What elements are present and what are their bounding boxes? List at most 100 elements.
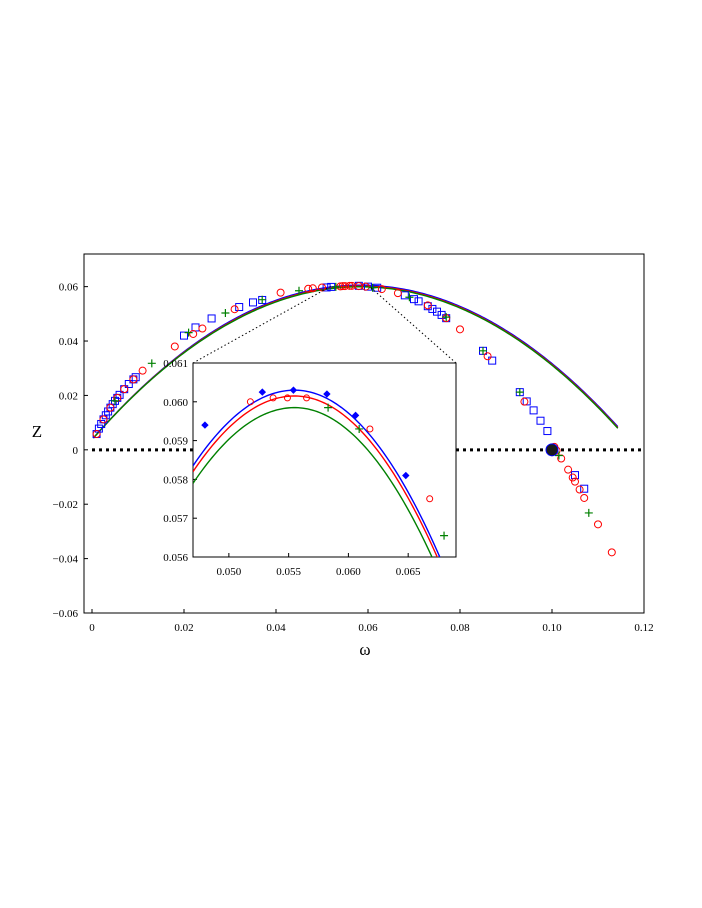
data-point-series-2	[575, 485, 584, 494]
root-point	[545, 443, 559, 457]
data-point-series-2	[92, 430, 101, 439]
inset-x-tick-label: 0.050	[216, 566, 241, 578]
data-point-series-2	[393, 289, 402, 298]
data-point-series-2	[170, 342, 179, 351]
inset-data-point-series-2	[246, 398, 254, 406]
data-point-series-3	[554, 451, 563, 460]
inset-y-tick-label: 0.059	[163, 436, 188, 448]
inset-y-tick-label: 0.056	[163, 552, 188, 564]
data-point-series-3	[111, 396, 119, 405]
data-point-series-3	[584, 508, 593, 517]
data-point-series-1	[529, 406, 538, 415]
data-point-series-2	[483, 352, 492, 361]
data-point-series-1	[488, 356, 497, 365]
data-point-series-2	[106, 403, 115, 412]
data-point-series-2	[276, 288, 285, 297]
data-point-series-3	[295, 286, 303, 295]
data-point-series-2	[377, 285, 386, 294]
x-tick-label: 0.10	[542, 622, 562, 634]
inset-data-point-series-2	[303, 394, 311, 402]
inset-x-tick-label: 0.060	[336, 566, 361, 578]
data-point-series-2	[580, 493, 589, 502]
data-point-series-2	[568, 473, 577, 482]
inset-data-point-series-2	[426, 495, 434, 503]
zoom-line-right	[369, 286, 457, 364]
x-tick-label: 0.02	[174, 622, 193, 634]
data-point-series-1	[543, 427, 552, 436]
data-point-series-3	[221, 309, 230, 318]
x-axis-label: ω	[359, 640, 370, 659]
x-tick-label: 0.08	[450, 622, 470, 634]
data-point-series-1	[94, 424, 103, 433]
y-tick-label: −0.04	[53, 554, 79, 566]
data-point-series-1	[414, 297, 423, 306]
data-point-series-2	[520, 397, 529, 406]
x-tick-label: 0.06	[358, 622, 378, 634]
inset-data-point-series-3	[355, 424, 364, 433]
y-tick-label: 0.04	[59, 336, 79, 348]
inset-data-point-series-3	[324, 403, 333, 412]
data-point-series-1	[207, 314, 216, 323]
data-point-series-2	[361, 282, 370, 291]
data-point-series-2	[571, 477, 579, 486]
data-point-series-2	[120, 385, 129, 394]
data-point-series-1	[97, 419, 106, 428]
data-point-series-1	[131, 373, 140, 382]
data-point-series-2	[318, 283, 326, 292]
data-point-series-2	[99, 415, 108, 424]
data-point-series-1	[180, 331, 188, 340]
x-tick-label: 0	[89, 622, 95, 634]
y-tick-label: −0.02	[53, 499, 78, 511]
data-point-series-2	[607, 548, 616, 557]
data-point-series-3	[405, 293, 414, 302]
inset-y-tick-label: 0.058	[163, 474, 188, 486]
y-tick-label: −0.06	[53, 608, 79, 620]
data-point-series-1	[536, 416, 545, 425]
inset-data-point-series-1	[402, 471, 410, 480]
inset-data-point-series-2	[283, 394, 291, 402]
main-axes: 0 0.02 0.04 0.06 0.08 0.10 0.12 −0.06 −0.04 −0.02…	[53, 282, 654, 634]
data-point-series-2	[304, 284, 313, 293]
inset-data-point-series-1	[289, 386, 298, 394]
inset-data-point-series-3	[440, 531, 449, 540]
inset-data-point-series-1	[201, 421, 209, 429]
data-point-series-1	[364, 282, 372, 291]
zoom-connector-lines	[192, 285, 457, 364]
inset-y-tick-label: 0.060	[163, 397, 188, 409]
inset-series-line-1	[193, 389, 441, 557]
inset-data-point-series-2	[269, 394, 277, 402]
data-point-series-1	[235, 303, 244, 312]
x-tick-label: 0.12	[634, 622, 653, 634]
data-point-series-2	[198, 324, 207, 333]
data-point-series-2	[345, 281, 354, 290]
y-tick-label: 0.02	[59, 390, 78, 402]
data-point-series-2	[564, 465, 573, 474]
data-point-series-3	[147, 359, 156, 368]
inset-data-point-series-1	[351, 411, 360, 420]
data-point-series-3	[368, 283, 377, 292]
data-point-series-2	[129, 375, 138, 384]
inset-y-tick-label: 0.061	[163, 358, 188, 370]
data-point-series-1	[322, 283, 331, 292]
data-point-series-2	[308, 284, 317, 293]
y-tick-label: 0.06	[59, 282, 79, 294]
data-point-series-2	[189, 329, 198, 338]
data-point-series-2	[456, 325, 464, 334]
inset-series-line-2	[193, 395, 438, 557]
data-point-series-3	[184, 328, 193, 337]
inset-x-tick-label: 0.065	[396, 566, 421, 578]
inset-x-tick-label: 0.055	[276, 566, 301, 578]
data-point-series-3	[515, 388, 524, 397]
data-point-series-3	[258, 295, 267, 304]
data-point-series-1	[400, 291, 409, 300]
data-point-series-2	[423, 301, 432, 310]
inset-data-point-series-1	[323, 390, 331, 398]
inset-data-point-series-2	[366, 425, 374, 433]
y-tick-label: 0	[73, 445, 79, 457]
inset-plot-area	[193, 386, 449, 557]
data-point-series-3	[479, 346, 487, 355]
x-tick-label: 0.04	[266, 622, 286, 634]
data-point-series-1	[124, 380, 133, 389]
inset-axes: 0.050 0.055 0.060 0.065 0.056 0.057 0.058 0.059…	[163, 358, 421, 578]
